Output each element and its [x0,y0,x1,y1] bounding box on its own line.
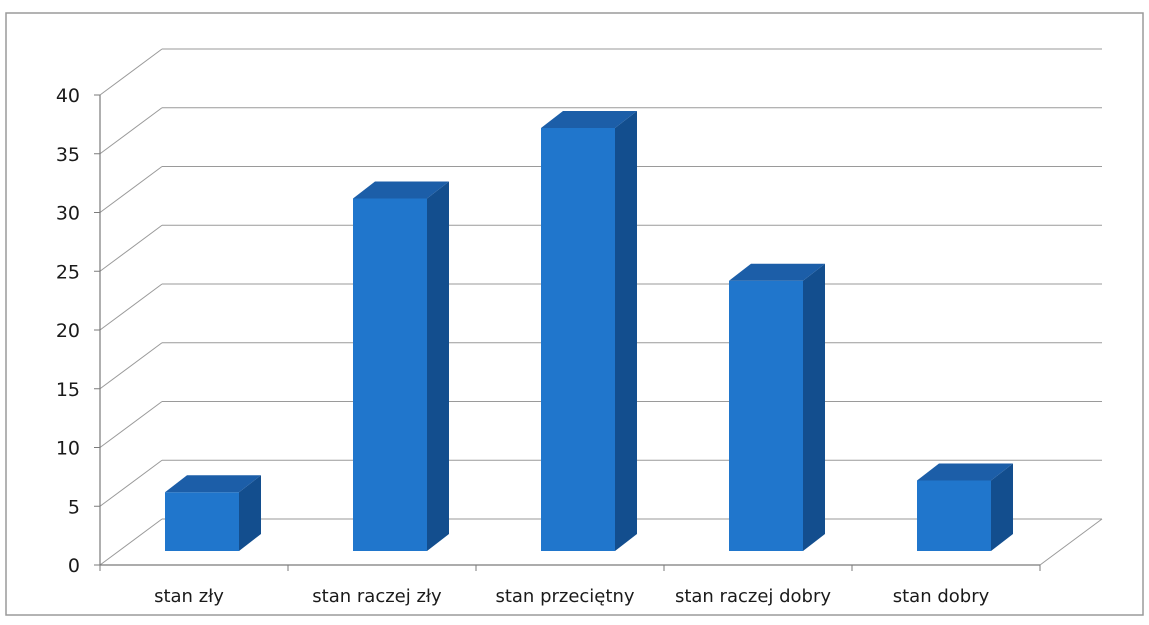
bar-front-face [541,128,615,551]
bar-front-face [917,480,991,551]
x-category-label: stan raczej dobry [675,586,831,607]
x-category-label: stan przeciętny [495,586,634,607]
y-tick-label: 15 [56,379,80,401]
axes [94,94,1041,571]
y-tick-label: 10 [56,438,80,460]
gridline-side [99,459,163,507]
gridline-side [99,518,163,566]
bar [541,111,637,551]
y-tick-label: 35 [56,144,80,166]
bar [729,263,825,551]
bar-side-face [803,263,825,551]
bar-top-face [917,463,1013,481]
bar-top-face [165,475,261,493]
x-axis-category-labels: stan zły stan raczej zły stan przeciętny st… [154,586,990,607]
y-tick-label: 30 [56,203,80,225]
bar [353,181,449,551]
y-tick-label: 0 [68,555,80,577]
bar [917,463,1013,551]
y-tick-label: 40 [56,85,80,107]
bars [165,111,1013,551]
x-category-label: stan zły [154,586,224,607]
floor-right-edge [1039,518,1103,566]
bar-front-face [165,492,239,551]
gridline-side [99,224,163,272]
gridline-side [99,107,163,155]
bar-side-face [427,181,449,551]
x-category-label: stan raczej zły [312,586,442,607]
gridline-side [99,401,163,448]
gridline-side [99,166,163,213]
y-tick-label: 5 [68,496,80,518]
y-tick-label: 25 [56,261,80,283]
bar-side-face [239,475,261,551]
bar-front-face [729,280,803,551]
bar-top-face [353,181,449,199]
y-axis-tick-labels: 0 5 10 15 20 25 30 35 40 [56,85,80,577]
gridline-side [99,283,163,331]
bar-side-face [991,463,1013,551]
y-tick-label: 20 [56,320,80,342]
bar-top-face [541,111,637,128]
bar-side-face [615,111,637,551]
gridline-side [99,48,163,96]
bar-front-face [353,198,427,551]
x-category-label: stan dobry [893,586,990,607]
chart-frame-border [5,12,1144,616]
bar-top-face [729,263,825,281]
bar [165,475,261,551]
chart-border [5,12,1144,616]
gridline-side [99,342,163,390]
